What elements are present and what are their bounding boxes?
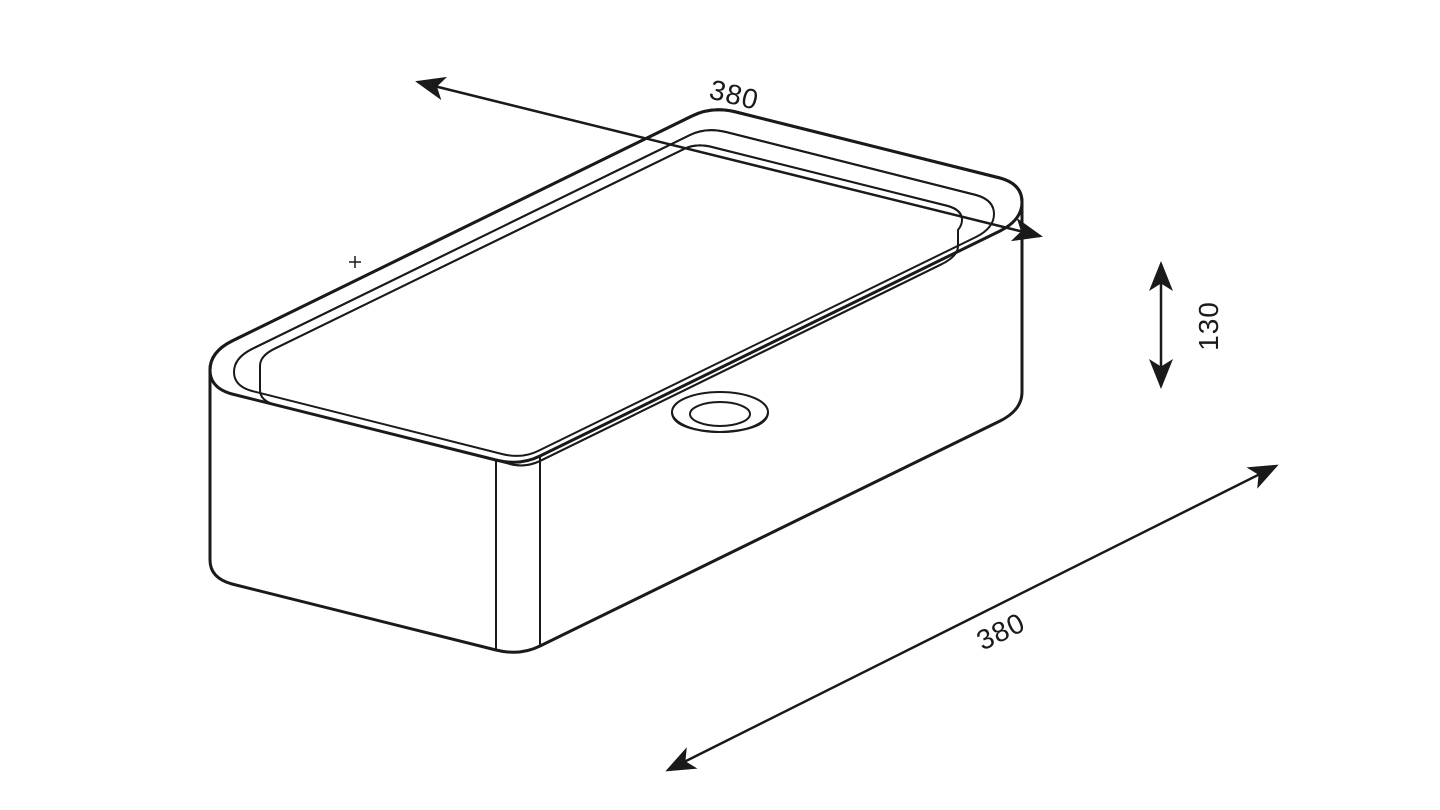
dimension-height-label: 130 [1193,301,1224,351]
basin-outline [210,110,1022,653]
technical-drawing: 380 380 130 [0,0,1440,810]
